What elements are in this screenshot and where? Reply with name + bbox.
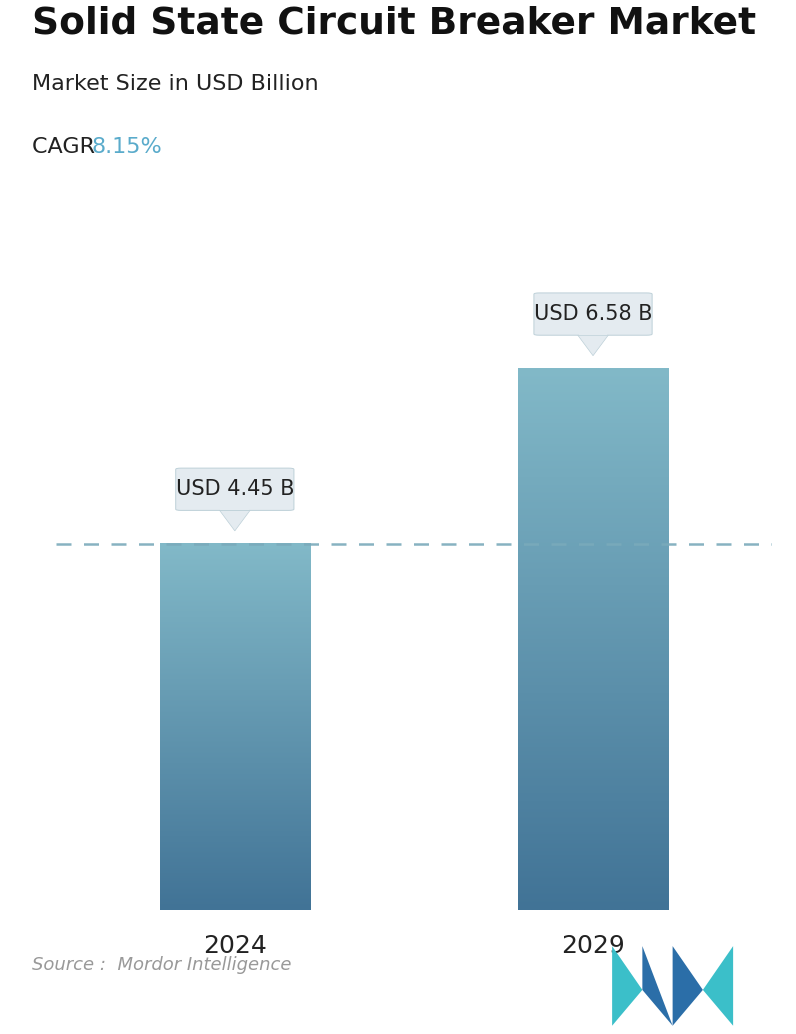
FancyBboxPatch shape: [176, 468, 294, 511]
Polygon shape: [673, 946, 703, 1026]
Text: USD 6.58 B: USD 6.58 B: [534, 304, 652, 324]
Polygon shape: [703, 946, 733, 1026]
Text: Source :  Mordor Intelligence: Source : Mordor Intelligence: [32, 956, 291, 974]
FancyBboxPatch shape: [534, 293, 652, 335]
Polygon shape: [220, 506, 249, 510]
Text: Solid State Circuit Breaker Market: Solid State Circuit Breaker Market: [32, 5, 756, 41]
Polygon shape: [219, 509, 251, 530]
Text: 8.15%: 8.15%: [92, 138, 162, 157]
Polygon shape: [577, 334, 609, 356]
Text: Market Size in USD Billion: Market Size in USD Billion: [32, 73, 318, 94]
Polygon shape: [612, 946, 642, 1026]
Text: USD 4.45 B: USD 4.45 B: [176, 480, 294, 499]
Polygon shape: [642, 946, 673, 1026]
Text: CAGR: CAGR: [32, 138, 102, 157]
Polygon shape: [579, 331, 607, 335]
